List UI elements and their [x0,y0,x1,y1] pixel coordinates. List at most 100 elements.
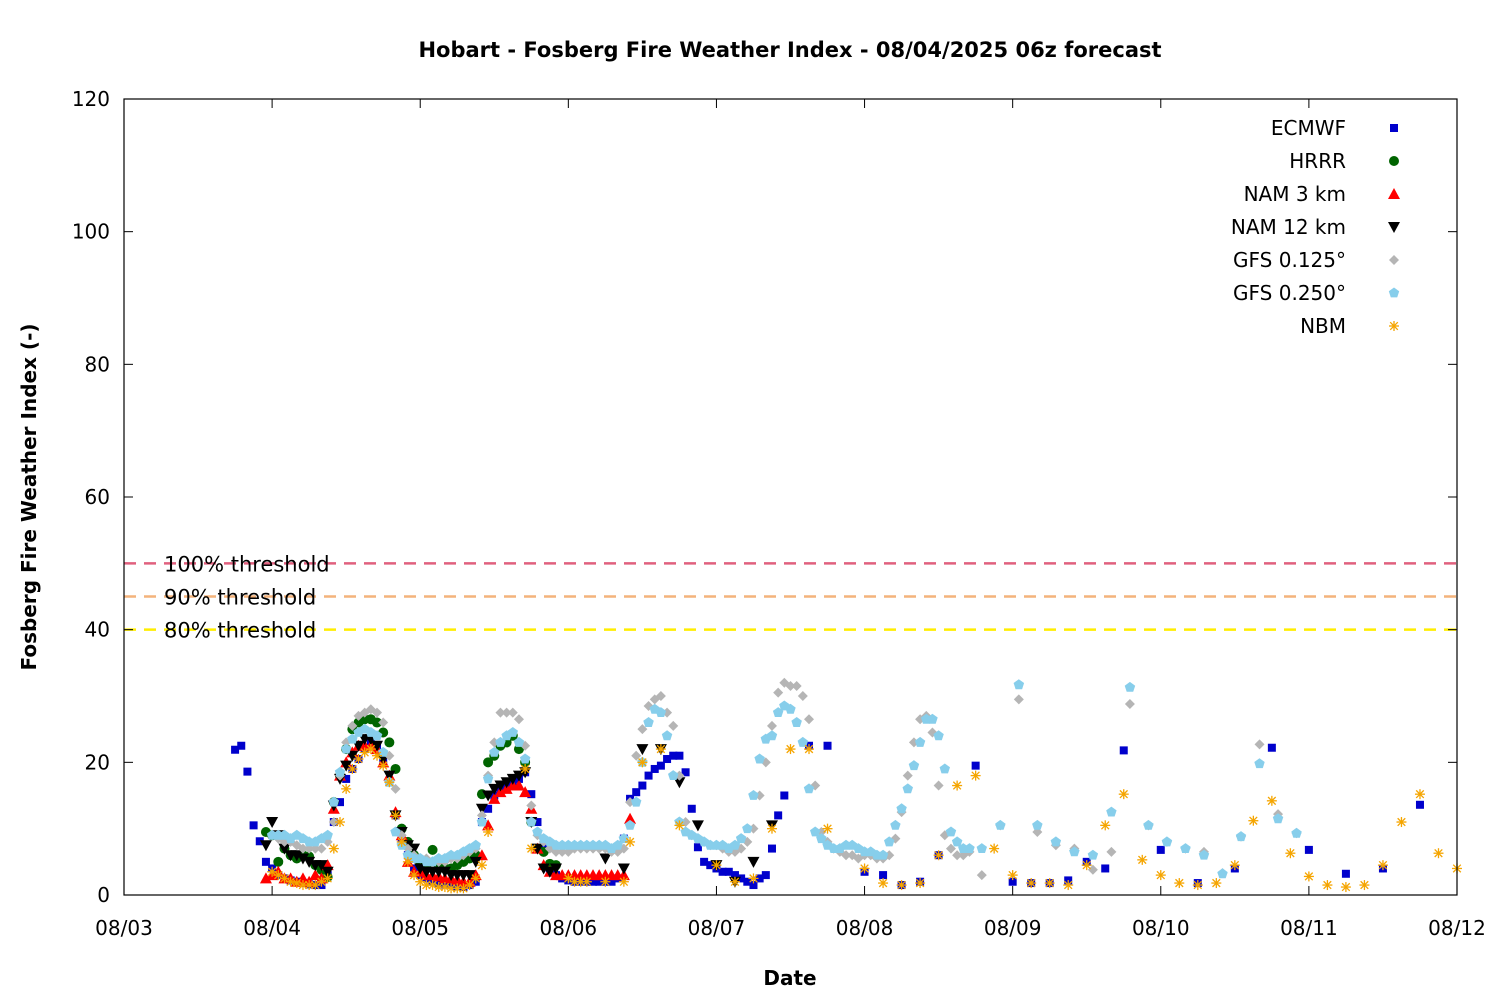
data-point [322,873,333,884]
data-point [526,816,537,827]
data-point [340,743,352,754]
data-point [469,856,482,868]
data-point [1032,819,1043,830]
data-point [607,877,616,886]
data-point [261,857,270,866]
data-point [939,763,950,774]
data-point [636,744,649,756]
data-point [767,844,776,853]
data-point [526,843,537,854]
data-point [494,780,507,792]
data-point [612,839,623,850]
data-point [661,730,673,741]
data-point [687,804,696,813]
data-point [495,707,506,718]
data-point [884,836,895,847]
data-point [655,744,666,755]
data-point [735,833,747,844]
data-point [841,850,852,861]
data-point [995,819,1006,830]
data-point [334,766,346,777]
data-point [773,687,784,698]
threshold-labels: 100% threshold 90% threshold 80% threshold [164,552,330,642]
data-point [617,869,630,881]
data-point [655,691,666,701]
data-point [1272,813,1284,824]
y-tick-label: 0 [97,883,110,907]
data-point [438,866,451,878]
data-point [595,877,604,886]
x-tick-label: 08/09 [984,916,1042,940]
data-point [513,714,524,725]
data-point [1359,880,1370,891]
data-point [353,754,364,765]
data-point [1433,848,1444,859]
data-point [266,817,279,829]
data-point [724,867,733,876]
data-point [402,856,413,867]
legend-item-nam-12-km: NAM 12 km [1231,215,1400,239]
legend-label: GFS 0.125° [1233,248,1346,272]
data-point [549,863,562,875]
legend-marker [1388,222,1400,233]
data-point [589,877,598,886]
data-point [637,724,648,735]
data-point [495,736,506,747]
data-point [663,755,672,764]
data-point [476,816,488,827]
legend-item-hrrr: HRRR [1289,149,1399,173]
data-point [890,819,901,830]
data-point [527,790,536,799]
data-point [290,850,303,862]
data-point [1248,815,1259,826]
data-point [409,870,420,881]
data-point [526,800,537,811]
data-point [896,803,907,814]
y-axis-label: Fosberg Fire Weather Index (-) [17,323,41,670]
data-point [482,790,495,802]
data-point [372,717,383,728]
data-point [1124,698,1135,709]
data-point [1106,806,1117,817]
legend-marker [1389,156,1399,166]
data-point [668,720,679,731]
data-point [1211,878,1222,889]
data-point [631,750,642,761]
data-point [1087,849,1099,860]
data-point [427,844,438,855]
data-point [390,826,401,837]
data-point [372,707,383,718]
legend-item-gfs-0-250: GFS 0.250° [1233,281,1400,305]
data-point [976,843,987,853]
data-point [718,867,727,876]
legend-label: NBM [1300,314,1346,338]
data-point [470,873,481,884]
data-point [902,770,913,781]
data-point [408,843,421,855]
data-point [475,803,488,815]
data-point [519,753,531,764]
data-point [476,860,487,871]
data-point [315,860,328,872]
y-tick-label: 60 [85,485,110,509]
data-point [476,810,487,821]
data-point [797,691,808,701]
data-point [729,876,740,887]
data-point [915,878,926,889]
data-point [691,820,704,832]
data-point [334,817,345,828]
data-point [643,717,654,727]
data-point [1101,864,1110,873]
x-tick-label: 08/08 [836,916,894,940]
data-point [976,870,987,881]
threshold-label: 100% threshold [164,552,330,576]
data-point [748,790,759,800]
data-point [452,883,463,894]
x-tick-label: 08/05 [391,916,449,940]
data-point [1217,868,1228,879]
data-point [650,764,659,773]
data-point [1143,819,1154,830]
data-point [433,882,444,893]
legend-marker [1389,321,1399,331]
